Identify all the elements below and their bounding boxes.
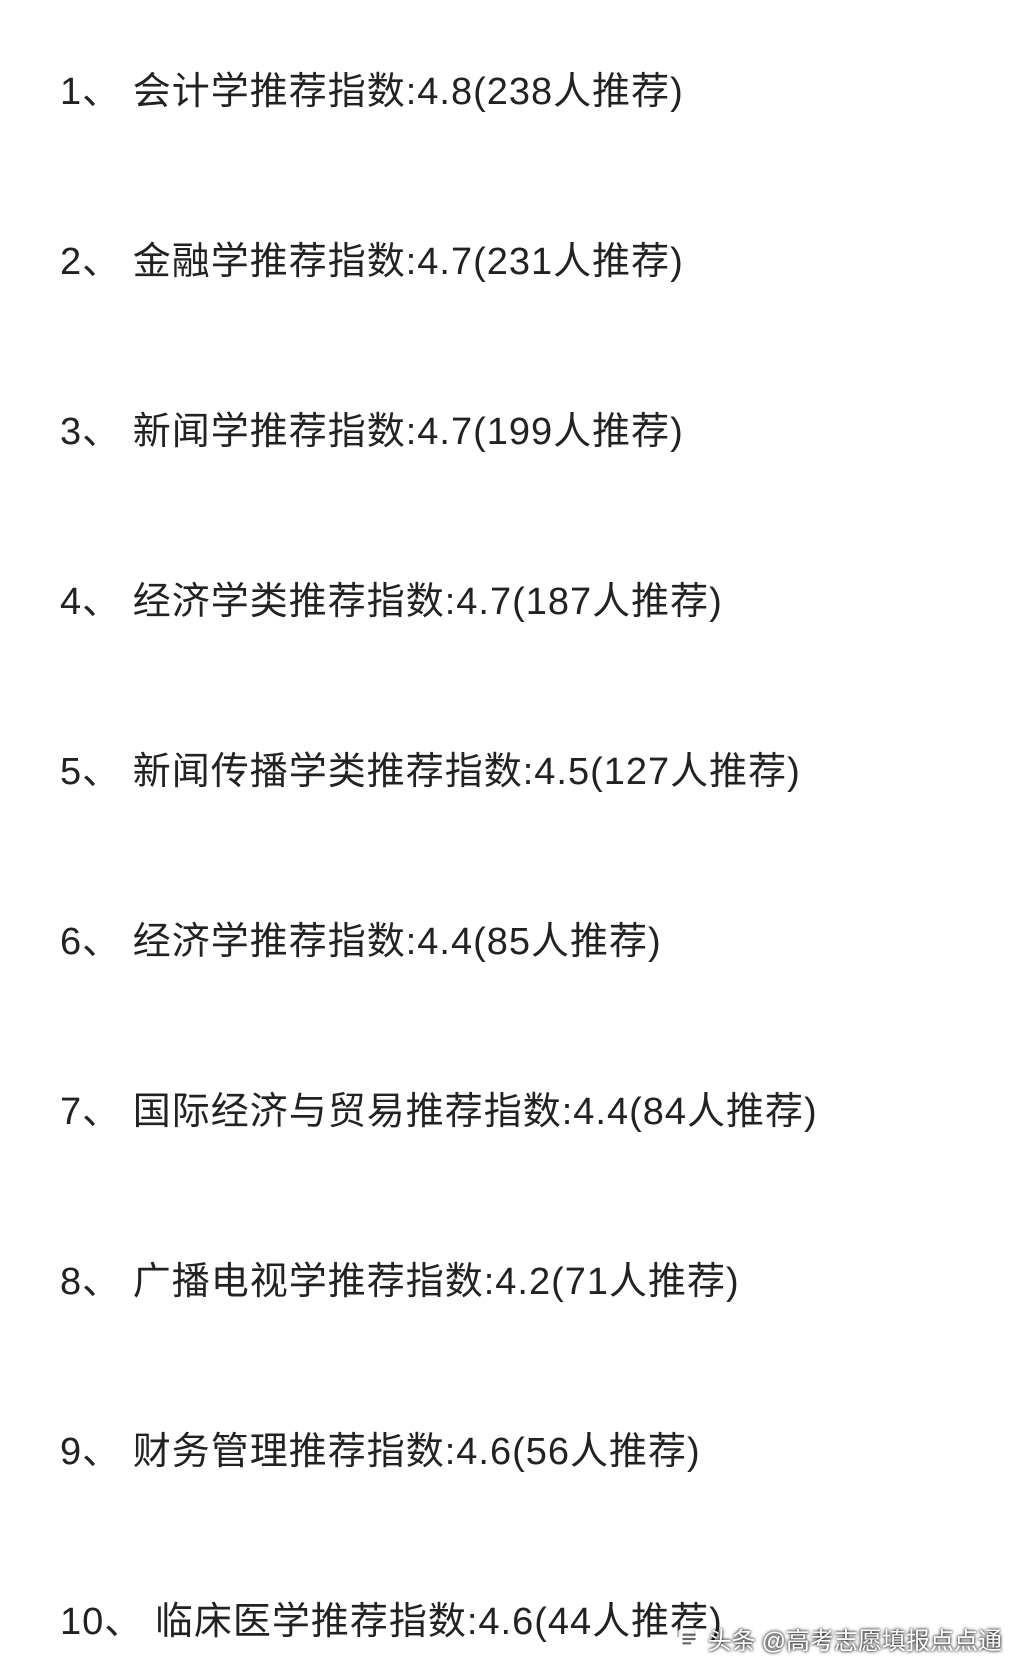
list-item: 6、 经济学推荐指数:4.4(85人推荐) (60, 910, 962, 965)
list-item: 9、 财务管理推荐指数:4.6(56人推荐) (60, 1420, 962, 1475)
list-item: 1、 会计学推荐指数:4.8(238人推荐) (60, 60, 962, 115)
list-item: 7、 国际经济与贸易推荐指数:4.4(84人推荐) (60, 1080, 962, 1135)
watermark-text: @高考志愿填报点点通 (762, 1621, 1002, 1656)
list-item: 2、 金融学推荐指数:4.7(231人推荐) (60, 230, 962, 285)
list-item: 5、 新闻传播学类推荐指数:4.5(127人推荐) (60, 740, 962, 795)
list-item: 3、 新闻学推荐指数:4.7(199人推荐) (60, 400, 962, 455)
major-recommendation-list: 1、 会计学推荐指数:4.8(238人推荐) 2、 金融学推荐指数:4.7(23… (60, 50, 962, 1645)
watermark: 头条 @高考志愿填报点点通 (676, 1621, 1002, 1656)
toutiao-icon (676, 1626, 702, 1652)
list-item: 4、 经济学类推荐指数:4.7(187人推荐) (60, 570, 962, 625)
watermark-prefix: 头条 (708, 1621, 756, 1656)
list-item: 8、 广播电视学推荐指数:4.2(71人推荐) (60, 1250, 962, 1305)
